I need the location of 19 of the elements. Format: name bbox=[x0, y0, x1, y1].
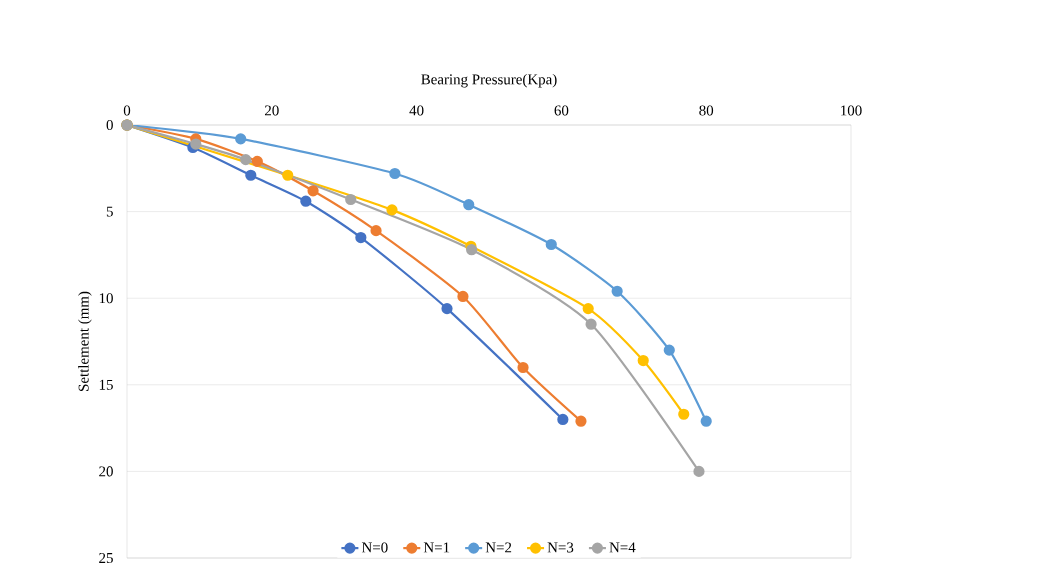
legend-label: N=1 bbox=[423, 542, 450, 553]
legend-label: N=2 bbox=[485, 542, 512, 553]
x-tick-label: 0 bbox=[123, 105, 131, 116]
x-tick-label: 80 bbox=[699, 105, 714, 116]
legend-label: N=4 bbox=[609, 542, 636, 553]
y-tick-label: 20 bbox=[99, 466, 113, 477]
legend-label: N=0 bbox=[361, 542, 388, 553]
y-tick-label: 5 bbox=[106, 206, 113, 217]
y-tick-label: 25 bbox=[99, 552, 113, 564]
y-tick-label: 10 bbox=[99, 293, 113, 304]
y-tick-label: 15 bbox=[99, 379, 113, 390]
x-axis-title: Bearing Pressure(Kpa) bbox=[421, 73, 557, 88]
x-tick-label: 100 bbox=[841, 105, 862, 116]
legend-label: N=3 bbox=[547, 542, 574, 553]
x-tick-label: 40 bbox=[409, 105, 424, 116]
y-axis-title: Settlement (mm) bbox=[78, 291, 92, 391]
y-tick-label: 0 bbox=[106, 119, 113, 131]
x-tick-label: 60 bbox=[554, 105, 569, 116]
x-tick-label: 20 bbox=[264, 105, 279, 116]
